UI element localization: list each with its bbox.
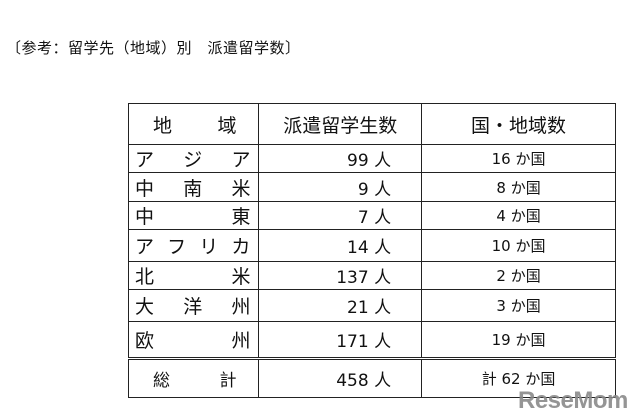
region-cell: 中南米 xyxy=(127,172,260,202)
table-caption: 〔参考：留学先（地域）別 派遣留学数〕 xyxy=(6,39,301,57)
total-countries-cell: 計 62 か国 xyxy=(421,357,616,398)
total-label-char: 計 xyxy=(219,371,237,391)
region-char: フ xyxy=(167,236,187,258)
region-char: 北 xyxy=(135,266,155,288)
region-char: ア xyxy=(231,149,251,171)
total-label-char: 総 xyxy=(153,371,170,391)
region-char: カ xyxy=(231,236,251,258)
students-cell: 7 人 xyxy=(258,201,423,230)
region-cell: アジア xyxy=(127,144,260,173)
header-region: 地 域 xyxy=(127,103,260,145)
resemom-watermark-logo: ReseMom xyxy=(518,387,628,414)
countries-cell: 8 か国 xyxy=(421,172,616,202)
region-char: 東 xyxy=(231,206,251,228)
students-cell: 21 人 xyxy=(258,289,423,322)
countries-cell: 10 か国 xyxy=(421,229,616,262)
table-row: ア ジ ア 99 人 16 か国 xyxy=(127,144,616,173)
region-char: ジ xyxy=(183,149,203,171)
students-cell: 99 人 xyxy=(258,144,423,173)
header-students: 派遣留学生数 xyxy=(258,103,423,145)
students-cell: 9 人 xyxy=(258,172,423,202)
countries-cell: 2 か国 xyxy=(421,261,616,290)
header-region-char: 地 xyxy=(153,114,173,137)
region-cell: 北米 xyxy=(127,261,260,290)
header-countries: 国・地域数 xyxy=(421,103,616,145)
region-char: 州 xyxy=(231,296,251,318)
students-cell: 14 人 xyxy=(258,229,423,262)
countries-cell: 4 か国 xyxy=(421,201,616,230)
table-row: 欧州 171 人 19 か国 xyxy=(127,321,616,359)
countries-cell: 19 か国 xyxy=(421,321,616,359)
region-char: 州 xyxy=(231,330,251,352)
header-region-char: 域 xyxy=(217,114,237,137)
region-char: 中 xyxy=(135,177,155,200)
region-char: 大 xyxy=(135,296,155,318)
students-cell: 137 人 xyxy=(258,261,423,290)
region-char: ア xyxy=(135,236,155,258)
region-cell: 欧州 xyxy=(127,321,260,359)
region-char: 欧 xyxy=(135,330,155,352)
countries-cell: 16 か国 xyxy=(421,144,616,173)
countries-cell: 3 か国 xyxy=(421,289,616,322)
total-label-cell: 総計 xyxy=(127,357,260,398)
region-char: 南 xyxy=(183,177,203,200)
region-cell: 大洋州 xyxy=(127,289,260,322)
students-cell: 171 人 xyxy=(258,321,423,359)
table-row: アフリカ 14 人 10 か国 xyxy=(127,229,616,262)
region-char: 米 xyxy=(231,177,251,200)
region-char: 洋 xyxy=(183,296,203,318)
region-cell: 中東 xyxy=(127,201,260,230)
total-students-cell: 458 人 xyxy=(258,357,423,398)
region-cell: アフリカ xyxy=(127,229,260,262)
region-char: リ xyxy=(199,236,219,258)
total-row: 総計 458 人計 62 か国 xyxy=(127,357,616,398)
region-char: 中 xyxy=(135,206,155,228)
region-char: 米 xyxy=(231,266,251,288)
header-row: 地 域 派遣留学生数 国・地域数 xyxy=(127,103,616,145)
region-char: ア xyxy=(135,149,155,171)
